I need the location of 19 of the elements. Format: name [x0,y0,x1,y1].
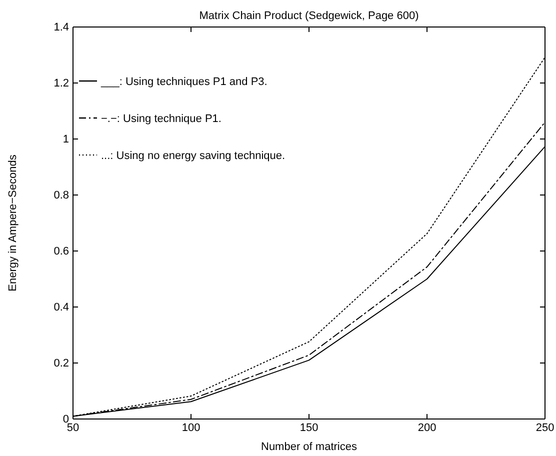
x-tick-label: 200 [418,422,436,434]
x-axis-title: Number of matrices [261,441,358,453]
legend-label: ___: Using techniques P1 and P3. [100,76,268,88]
y-tick-label: 1 [62,134,69,146]
y-tick-label: 1.4 [54,22,69,34]
y-tick-label: 1.2 [54,78,69,90]
x-tick-label: 50 [66,422,80,434]
y-tick-label: 0.6 [54,246,69,258]
x-tick-label: 150 [300,422,318,434]
y-axis-title: Energy in Ampere−Seconds [7,154,19,292]
legend-label: −.−: Using technique P1. [101,113,222,125]
chart-title: Matrix Chain Product (Sedgewick, Page 600) [199,10,419,22]
y-tick-label: 0.2 [54,358,69,370]
x-tick-label: 100 [182,422,200,434]
y-tick-label: 0.4 [54,302,69,314]
y-tick-label: 0 [62,414,69,426]
y-tick-label: 0.8 [54,190,69,202]
x-tick-label: 250 [536,422,554,434]
legend-label: ...: Using no energy saving technique. [101,150,286,162]
